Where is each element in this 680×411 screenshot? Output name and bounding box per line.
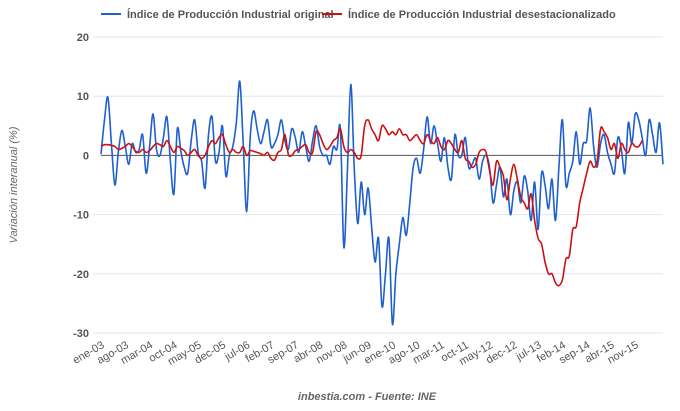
y-tick-label: -10 — [73, 210, 89, 222]
series-line-original — [100, 80, 664, 325]
source-caption: inbestia.com - Fuente: INE — [298, 391, 437, 403]
y-tick-label: 20 — [77, 32, 89, 44]
y-axis-ticks: 20 10 0 -10 -20 -30 — [73, 32, 89, 340]
gridlines — [93, 36, 663, 334]
y-tick-label: -20 — [73, 269, 89, 281]
y-axis-label: Variación interanual (%) — [8, 126, 20, 243]
legend-label-original: Índice de Producción Industrial original — [127, 8, 334, 21]
y-tick-label: 0 — [83, 150, 89, 162]
legend-label-desestacionalizado: Índice de Producción Industrial desestac… — [348, 8, 616, 21]
x-axis-ticks: ene-03ago-03mar-04oct-04may-05dec-05jul-… — [71, 339, 641, 368]
legend: Índice de Producción Industrial original… — [101, 8, 616, 21]
y-tick-label: 10 — [77, 91, 89, 103]
series-line-desestacionalizado — [100, 118, 643, 287]
series-lines — [100, 80, 664, 325]
y-tick-label: -30 — [73, 328, 89, 340]
